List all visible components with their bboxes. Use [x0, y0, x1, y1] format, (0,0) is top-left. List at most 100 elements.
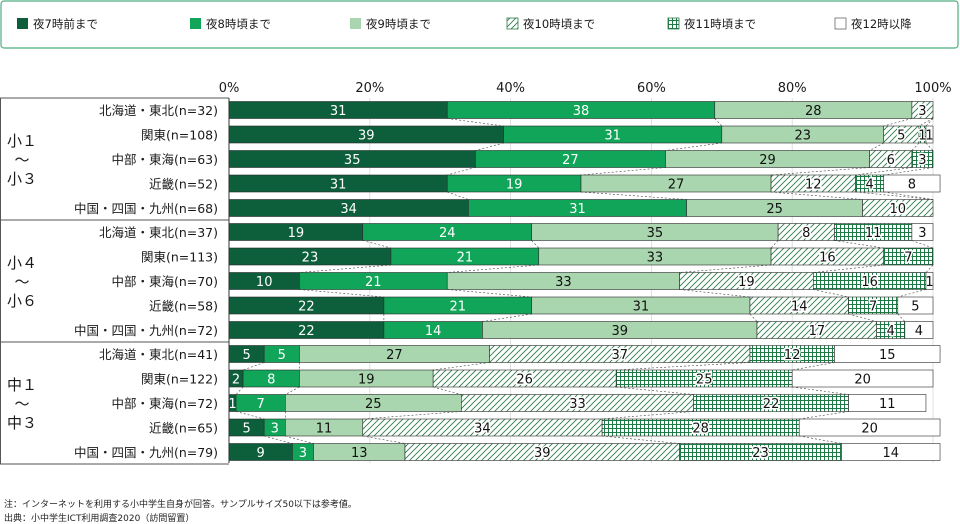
data-label: 27	[562, 153, 579, 168]
x-tick-label: 0%	[219, 81, 240, 96]
connector-line	[531, 240, 539, 249]
data-label: 20	[861, 422, 878, 437]
bar-segment-5	[883, 247, 934, 266]
legend-swatch-4	[506, 17, 519, 30]
row-label: 近畿(n=65)	[149, 421, 218, 436]
data-label: 19	[738, 275, 755, 290]
row-label: 近畿(n=52)	[149, 177, 218, 192]
data-label: 25	[696, 373, 713, 388]
data-label: 35	[344, 153, 361, 168]
data-label: 8	[267, 373, 275, 388]
bar-segment-4	[911, 101, 934, 119]
data-label: 23	[752, 446, 769, 461]
data-label: 3	[918, 226, 926, 241]
row-label: 中部・東海(n=63)	[111, 152, 218, 167]
data-label: 26	[516, 373, 533, 388]
connector-line	[447, 289, 532, 298]
data-label: 22	[298, 324, 315, 339]
connector-line	[580, 191, 687, 200]
connector-line	[447, 264, 539, 273]
row-label: 中国・四国・九州(n=68)	[74, 201, 218, 216]
connector-line	[771, 191, 863, 200]
connector-line	[602, 411, 694, 420]
connector-line	[897, 313, 906, 322]
bar-segment-6	[925, 272, 934, 290]
data-label: 8	[802, 226, 810, 241]
data-label: 3	[918, 104, 926, 119]
data-label: 11	[879, 397, 896, 412]
x-tick-label: 20%	[355, 81, 384, 96]
group-label: 中１	[7, 376, 37, 394]
data-label: 27	[386, 348, 403, 363]
row-label: 中国・四国・九州(n=79)	[74, 445, 218, 460]
connector-line	[264, 435, 293, 444]
data-label: 16	[819, 251, 836, 266]
connector-line	[235, 386, 244, 395]
connector-line	[433, 386, 462, 395]
data-label: 33	[569, 397, 586, 412]
data-label: 12	[784, 348, 801, 363]
data-label: 25	[365, 397, 382, 412]
bar-segment-6	[834, 345, 941, 363]
connector-line	[883, 167, 934, 176]
data-label: 6	[887, 153, 895, 168]
row-label: 関東(n=108)	[141, 128, 218, 143]
group-label: ～	[14, 151, 29, 169]
connector-line	[580, 167, 666, 176]
row-label: 中国・四国・九州(n=72)	[74, 323, 218, 338]
connector-line	[679, 264, 772, 273]
data-label: 12	[805, 178, 822, 193]
data-label: 37	[611, 348, 628, 363]
data-label: 21	[450, 300, 467, 315]
legend: 夜7時前まで 夜8時頃まで 夜9時頃まで 夜10時頃まで 夜11時頃まで 夜12時以降	[17, 17, 912, 31]
data-label: 4	[887, 324, 895, 339]
bar-segment-5	[911, 150, 934, 168]
data-label: 39	[534, 446, 551, 461]
connector-line	[679, 289, 750, 298]
data-label: 34	[474, 422, 491, 437]
connector-line	[447, 118, 504, 127]
connector-line	[771, 167, 870, 176]
bar-segment-6	[791, 369, 934, 388]
legend-label-1: 夜7時前まで	[33, 17, 98, 31]
data-label: 31	[330, 104, 347, 119]
connector-line	[925, 118, 934, 127]
group-label: ～	[14, 395, 29, 413]
data-label: 7	[257, 397, 265, 412]
connector-line	[714, 118, 723, 127]
data-label: 8	[908, 178, 916, 193]
connector-line	[855, 191, 934, 200]
data-label: 10	[890, 202, 907, 217]
data-label: 31	[330, 178, 347, 193]
row-label: 北海道・東北(n=41)	[99, 347, 218, 362]
connector-line	[475, 142, 504, 151]
data-label: 23	[794, 129, 811, 144]
data-label: 3	[918, 153, 926, 168]
row-label: 近畿(n=58)	[149, 299, 218, 314]
x-tick-label: 60%	[637, 81, 666, 96]
connector-line	[883, 118, 912, 127]
connector-line	[447, 167, 476, 176]
connector-line	[792, 362, 835, 371]
data-label: 3	[271, 422, 279, 437]
connector-line	[834, 240, 884, 249]
data-label: 13	[351, 446, 368, 461]
data-label: 34	[340, 202, 357, 217]
connector-line	[362, 435, 406, 444]
data-label: 11	[865, 226, 882, 241]
group-label: 小６	[7, 292, 37, 310]
connector-line	[665, 142, 722, 151]
bar-segment-6	[897, 296, 934, 315]
legend-swatch-2	[190, 18, 201, 29]
row-label: 関東(n=122)	[141, 372, 218, 387]
connector-line	[897, 289, 927, 298]
data-label: 5	[278, 348, 286, 363]
connector-line	[925, 142, 934, 151]
data-label: 31	[633, 300, 650, 315]
connector-line	[362, 411, 462, 420]
legend-label-4: 夜10時頃まで	[523, 17, 595, 31]
legend-box	[0, 0, 959, 49]
x-tick-label: 40%	[496, 81, 525, 96]
connector-line	[799, 411, 849, 420]
